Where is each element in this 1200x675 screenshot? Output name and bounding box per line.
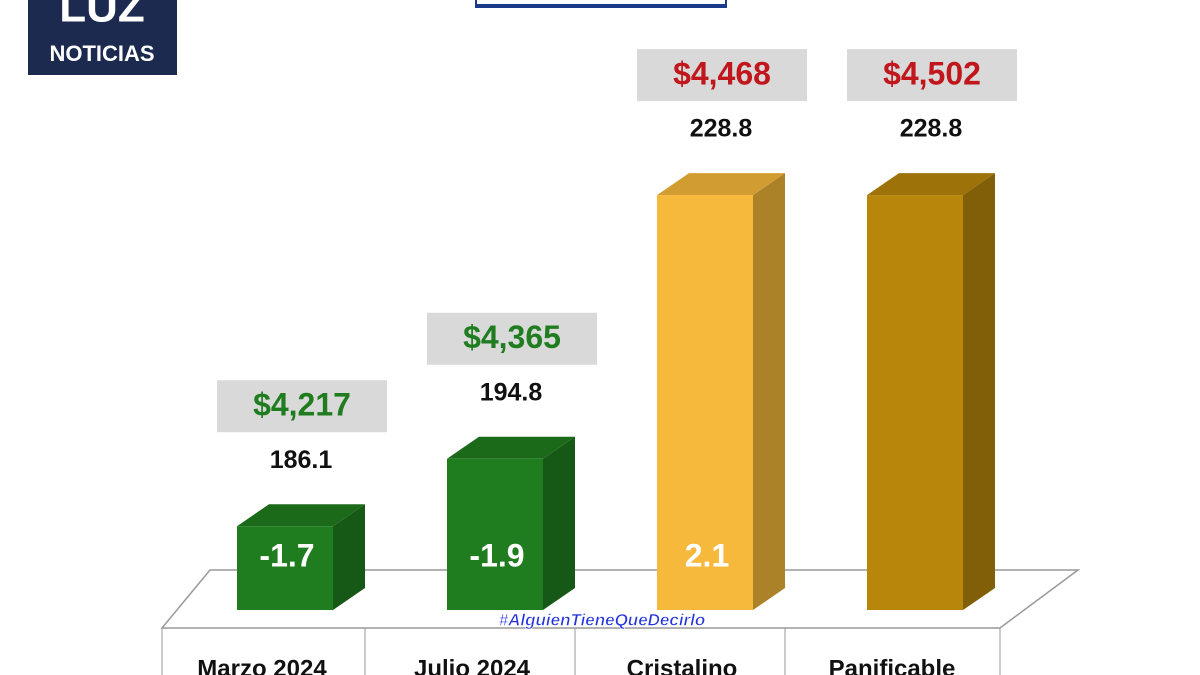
price-label: $4,468 <box>673 56 771 92</box>
bar <box>867 195 963 611</box>
price-box <box>217 380 387 433</box>
bar <box>237 526 333 610</box>
bar-top <box>657 173 785 196</box>
value-label: 228.8 <box>900 115 963 143</box>
bar-side <box>963 173 995 611</box>
x-tick-label: Cristalino <box>627 655 738 675</box>
value-label: 186.1 <box>270 446 333 474</box>
bar-top <box>867 173 995 196</box>
x-tick-label: Marzo 2024 <box>197 655 327 675</box>
logo-brand: LUZ <box>59 0 145 32</box>
change-label: -1.7 <box>259 537 314 573</box>
title-box-inner <box>477 0 725 4</box>
bar-top <box>447 436 575 459</box>
change-label: 2.1 <box>685 537 729 573</box>
price-box <box>427 312 597 365</box>
bar-top <box>237 504 365 527</box>
bar <box>657 195 753 611</box>
x-tick-label: Panificable <box>829 655 956 675</box>
value-label: 228.8 <box>690 115 753 143</box>
price-label: $4,365 <box>463 319 561 355</box>
price-box <box>637 49 807 102</box>
logo <box>28 0 177 75</box>
value-label: 194.8 <box>480 378 543 406</box>
price-box <box>847 49 1017 102</box>
price-label: $4,502 <box>883 56 981 92</box>
price-label: $4,217 <box>253 387 351 423</box>
x-tick-label: Julio 2024 <box>414 655 531 675</box>
bar-side <box>543 436 575 610</box>
bar-side <box>753 173 785 611</box>
change-label: -1.9 <box>469 537 524 573</box>
logo-sub: NOTICIAS <box>49 41 154 66</box>
bar-side <box>333 504 365 610</box>
floor <box>160 569 1081 629</box>
hashtag: #AlguienTieneQueDecirlo <box>499 610 706 629</box>
bar <box>447 458 543 610</box>
